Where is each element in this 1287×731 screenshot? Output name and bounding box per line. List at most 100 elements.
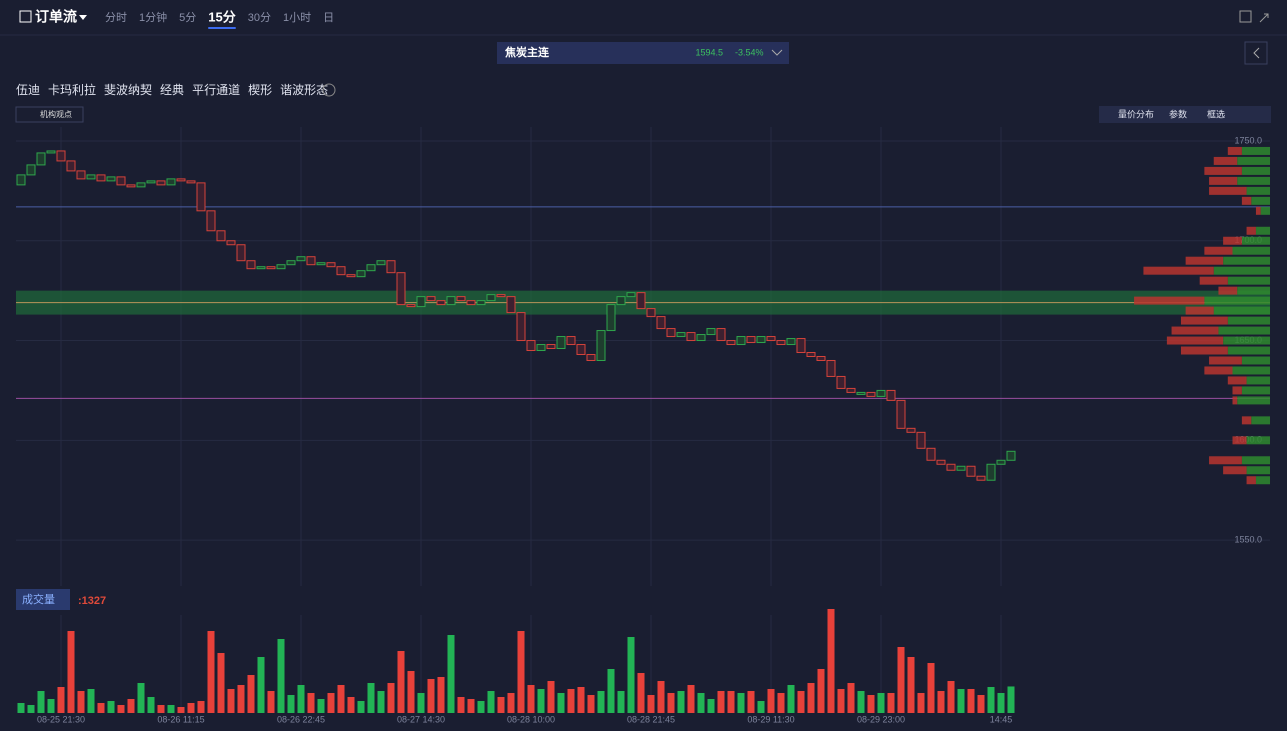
- volume-bar: [917, 693, 925, 713]
- candle-body: [566, 336, 576, 346]
- profile-sell: [1246, 226, 1256, 235]
- volume-bar: [77, 691, 85, 713]
- contract-arrow[interactable]: [771, 49, 783, 56]
- volume-bar: [257, 657, 265, 713]
- candle-body: [536, 344, 546, 352]
- tool[interactable]: 斐波纳契: [104, 83, 152, 97]
- profile-buy: [1260, 206, 1270, 215]
- x-tick-label: 08-26 22:45: [277, 714, 325, 724]
- interval[interactable]: 分时: [105, 11, 127, 24]
- candle-body: [716, 328, 726, 342]
- profile-sell: [1213, 156, 1238, 165]
- help-icon[interactable]: [322, 83, 336, 97]
- volume-bar: [367, 683, 375, 713]
- volume-bar: [977, 695, 985, 713]
- volume-bar: [387, 683, 395, 713]
- volume-bar: [277, 639, 285, 713]
- volume-bar: [157, 705, 165, 713]
- volume-bar: [887, 693, 895, 713]
- layout-icon[interactable]: [1239, 10, 1252, 23]
- candle-body: [486, 294, 496, 302]
- profile-buy: [1204, 296, 1270, 305]
- volume-bar: [27, 705, 35, 713]
- candle-body: [976, 475, 986, 481]
- volume-bar: [767, 689, 775, 713]
- candle-body: [146, 180, 156, 184]
- badge-box[interactable]: [15, 106, 84, 123]
- volume-bar: [877, 693, 885, 713]
- contract-box[interactable]: [497, 42, 789, 64]
- volume-bar: [87, 689, 95, 713]
- volume-bar: [137, 683, 145, 713]
- profile-buy: [1241, 386, 1270, 395]
- volume-bar: [737, 693, 745, 713]
- right-button[interactable]: 参数: [1169, 108, 1187, 119]
- volume-bar: [227, 689, 235, 713]
- tool[interactable]: 伍迪: [16, 83, 40, 97]
- profile-buy: [1237, 176, 1270, 185]
- interval[interactable]: 1分钟: [139, 10, 167, 24]
- profile-sell: [1232, 396, 1238, 405]
- candle-body: [126, 184, 136, 188]
- tool[interactable]: 楔形: [248, 83, 272, 97]
- volume-bar: [187, 703, 195, 713]
- volume-bar: [207, 631, 215, 713]
- candle-body: [336, 266, 346, 276]
- candle-body: [856, 391, 866, 395]
- profile-sell: [1185, 306, 1214, 315]
- candle-body: [346, 274, 356, 278]
- tool[interactable]: 卡玛利拉: [48, 82, 96, 97]
- volume-bar: [337, 685, 345, 713]
- candle-body: [66, 160, 76, 172]
- candle-body: [226, 240, 236, 246]
- volume-bar: [297, 685, 305, 713]
- profile-sell: [1255, 206, 1261, 215]
- tool[interactable]: 经典: [160, 83, 184, 97]
- interval[interactable]: 30分: [248, 11, 271, 24]
- interval[interactable]: 15分: [208, 9, 235, 24]
- candle-body: [106, 176, 116, 182]
- candle-body: [286, 260, 296, 266]
- volume-label-box[interactable]: [16, 589, 70, 610]
- candle-body: [586, 354, 596, 361]
- right-button[interactable]: 量价分布: [1118, 108, 1154, 119]
- candle-body: [476, 300, 486, 306]
- volume-bar: [497, 697, 505, 713]
- collapse-button[interactable]: [1244, 41, 1268, 65]
- volume-bar: [947, 681, 955, 713]
- volume-title: 成交量: [22, 592, 55, 606]
- profile-sell: [1204, 366, 1233, 375]
- dropdown-arrow[interactable]: [79, 15, 87, 20]
- interval[interactable]: 5分: [179, 11, 196, 24]
- candle-body: [96, 174, 106, 182]
- profile-sell: [1209, 356, 1242, 365]
- candle-body: [576, 344, 586, 356]
- expand-icon[interactable]: [1259, 13, 1269, 23]
- volume-bar: [837, 689, 845, 713]
- volume-bar: [987, 687, 995, 713]
- tool[interactable]: 谐波形态: [280, 83, 328, 97]
- profile-buy: [1241, 146, 1270, 155]
- candle-body: [596, 330, 606, 361]
- interval[interactable]: 日: [323, 12, 334, 24]
- volume-bar: [847, 683, 855, 713]
- candle-body: [156, 180, 166, 186]
- x-tick-label: 08-29 11:30: [747, 714, 794, 724]
- profile-sell: [1241, 416, 1252, 425]
- profile-buy: [1237, 396, 1270, 405]
- right-button[interactable]: 框选: [1207, 108, 1225, 119]
- profile-sell: [1209, 186, 1247, 195]
- interval[interactable]: 1小时: [283, 11, 311, 24]
- volume-bar: [577, 687, 585, 713]
- candle-body: [906, 427, 916, 433]
- volume-bar: [727, 691, 735, 713]
- right-buttons: 量价分布 参数 框选: [1118, 108, 1225, 119]
- candle-body: [776, 340, 786, 346]
- candle-body: [916, 431, 926, 449]
- volume-bar: [547, 681, 555, 713]
- toolbar-title[interactable]: 订单流: [35, 9, 77, 25]
- candle-body: [966, 465, 976, 477]
- profile-buy: [1223, 256, 1270, 265]
- tool[interactable]: 平行通道: [192, 83, 240, 97]
